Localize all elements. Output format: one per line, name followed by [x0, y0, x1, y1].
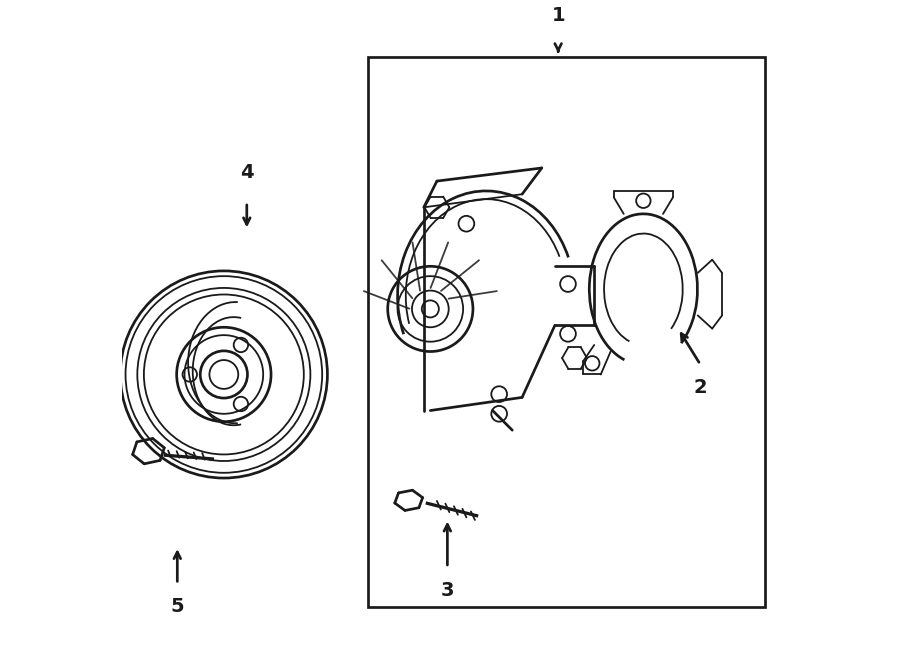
- Text: 5: 5: [170, 598, 184, 616]
- Text: 2: 2: [694, 377, 707, 397]
- Text: 1: 1: [552, 6, 565, 25]
- Bar: [368, 57, 765, 607]
- Text: 3: 3: [441, 581, 454, 600]
- Text: 4: 4: [240, 163, 254, 182]
